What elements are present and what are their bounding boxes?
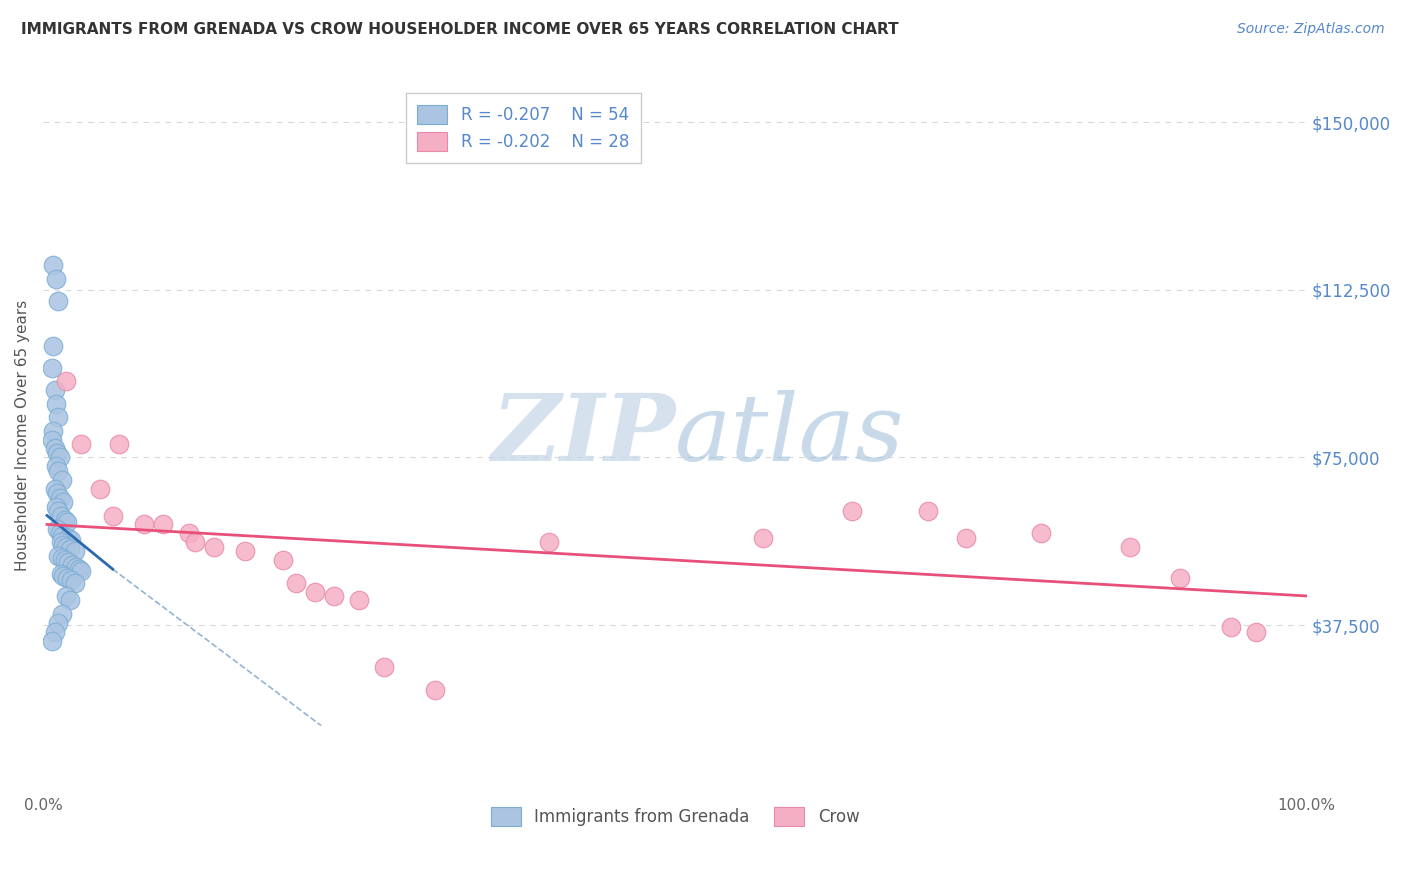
Point (55, 375, 77, 389)
Point (56, 515, 79, 529)
Point (1244, 624, 1267, 639)
Point (49, 566, 72, 581)
Point (1031, 526, 1053, 541)
Point (917, 504, 939, 518)
Point (59, 593, 82, 607)
Point (48, 293, 70, 308)
Point (49, 535, 72, 549)
Point (67, 562, 90, 576)
Point (41, 361, 63, 376)
Text: IMMIGRANTS FROM GRENADA VS CROW HOUSEHOLDER INCOME OVER 65 YEARS CORRELATION CHA: IMMIGRANTS FROM GRENADA VS CROW HOUSEHOL… (21, 22, 898, 37)
Point (55, 540, 77, 554)
Point (59, 574, 82, 588)
Point (65, 560, 87, 574)
Point (46, 446, 69, 460)
Point (58, 556, 80, 570)
Point (52, 537, 75, 551)
Point (48, 491, 70, 505)
Point (48, 526, 70, 541)
Point (53, 513, 76, 527)
Point (58, 531, 80, 545)
Point (841, 504, 863, 518)
Point (52, 569, 75, 583)
Point (48, 615, 70, 630)
Point (235, 544, 257, 558)
Point (304, 584, 326, 599)
Point (134, 517, 156, 532)
Point (51, 607, 73, 621)
Point (63, 544, 86, 558)
Point (423, 682, 446, 697)
Y-axis label: Householder Income Over 65 years: Householder Income Over 65 years (15, 300, 30, 571)
Point (56, 571, 79, 585)
Point (44, 384, 66, 398)
Point (322, 589, 344, 603)
Point (347, 593, 370, 607)
Point (55, 589, 77, 603)
Point (48, 504, 70, 518)
Text: atlas: atlas (675, 390, 904, 480)
Point (101, 508, 124, 523)
Point (48, 410, 70, 425)
Point (42, 424, 65, 438)
Point (70, 437, 93, 451)
Point (202, 540, 225, 554)
Text: Source: ZipAtlas.com: Source: ZipAtlas.com (1237, 22, 1385, 37)
Point (70, 565, 93, 579)
Point (46, 486, 69, 500)
Point (48, 450, 70, 465)
Point (53, 553, 76, 567)
Point (59, 533, 82, 547)
Point (60, 558, 83, 572)
Text: ZIP: ZIP (491, 390, 675, 480)
Point (1119, 540, 1142, 554)
Point (955, 531, 977, 545)
Point (51, 528, 73, 542)
Point (51, 473, 73, 487)
Point (45, 500, 67, 514)
Point (108, 437, 131, 451)
Legend: Immigrants from Grenada, Crow: Immigrants from Grenada, Crow (482, 798, 868, 834)
Point (52, 495, 75, 509)
Point (752, 531, 775, 545)
Point (44, 624, 66, 639)
Point (41, 433, 63, 447)
Point (42, 338, 65, 352)
Point (48, 549, 70, 563)
Point (63, 575, 86, 590)
Point (184, 535, 207, 549)
Point (177, 526, 200, 541)
Point (45, 271, 67, 285)
Point (45, 397, 67, 411)
Point (44, 482, 66, 496)
Point (49, 508, 72, 523)
Point (44, 442, 66, 456)
Point (48, 464, 70, 478)
Point (1170, 571, 1192, 585)
Point (51, 551, 73, 566)
Point (1219, 620, 1241, 634)
Point (152, 517, 174, 532)
Point (59, 542, 82, 557)
Point (271, 553, 294, 567)
Point (284, 575, 307, 590)
Point (46, 522, 69, 536)
Point (537, 535, 560, 549)
Point (45, 459, 67, 474)
Point (373, 660, 395, 674)
Point (41, 633, 63, 648)
Point (42, 258, 65, 272)
Point (89, 482, 111, 496)
